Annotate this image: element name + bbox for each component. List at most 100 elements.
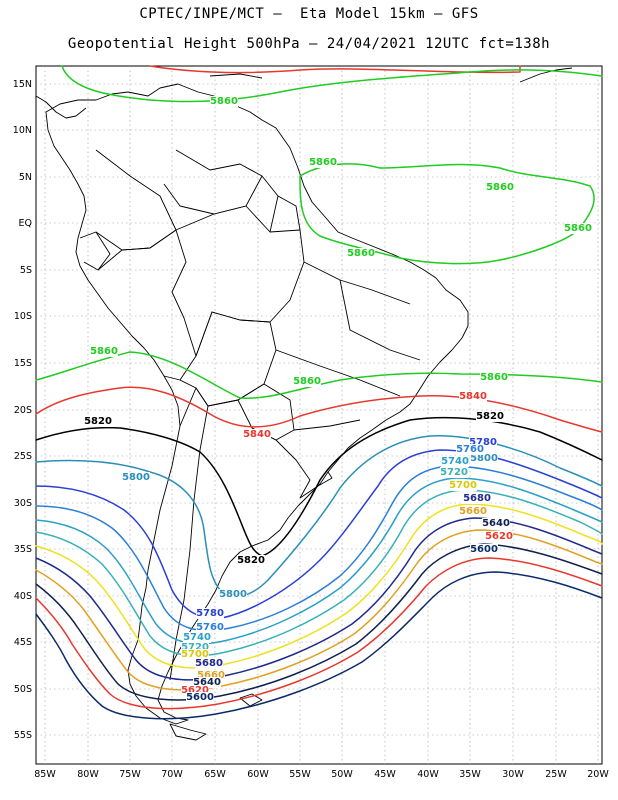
- contour-labels: 5860 5860 5860 5860 5860 5860 5860 5860 5840 5840…: [84, 96, 592, 703]
- contour-label-bg: [237, 555, 265, 566]
- contour-label: 5840: [459, 391, 487, 402]
- contour-label-bg: [440, 467, 468, 478]
- contour-label: 5780: [469, 437, 497, 448]
- contour-label: 5800: [122, 472, 150, 483]
- country-border-argentina-north: [207, 399, 311, 499]
- lon-tick-label: 40W: [417, 769, 439, 780]
- contour-5700: [35, 503, 603, 669]
- map-frame: [35, 65, 603, 765]
- central-america-coastline: [35, 95, 87, 119]
- lon-tick-label: 25W: [545, 769, 567, 780]
- lat-tick-label: 35S: [14, 544, 32, 555]
- lat-tick-label: 10N: [13, 125, 32, 136]
- contour-label: 5860: [480, 372, 508, 383]
- contour-5620: [35, 557, 603, 710]
- contour-label: 5720: [440, 467, 468, 478]
- contour-5860: [61, 65, 603, 103]
- contour-5740: [35, 477, 603, 645]
- contour-5780: [35, 449, 603, 620]
- lat-tick-label: 30S: [14, 498, 32, 509]
- contour-label: 5760: [456, 444, 484, 455]
- lon-tick-label: 75W: [119, 769, 141, 780]
- contour-label: 5860: [309, 157, 337, 168]
- contour-label-bg: [564, 223, 592, 234]
- lat-tick-label: 15N: [13, 79, 32, 90]
- tierra-del-fuego: [169, 723, 207, 741]
- country-border-ecuador: [79, 231, 111, 271]
- lon-tick-label: 50W: [331, 769, 353, 780]
- country-border-venezuela: [163, 149, 263, 215]
- contour-label-bg: [90, 346, 118, 357]
- contour-label-bg: [243, 429, 271, 440]
- contour-label-bg: [470, 544, 498, 555]
- contour-label-bg: [196, 608, 224, 619]
- contour-label-bg: [482, 518, 510, 529]
- lon-tick-label: 35W: [459, 769, 481, 780]
- lat-tick-label: EQ: [19, 218, 32, 229]
- contour-label-bg: [181, 642, 209, 653]
- country-border-guyanas: [261, 175, 301, 233]
- contour-label-bg: [470, 453, 498, 464]
- contour-label: 5600: [470, 544, 498, 555]
- contour-label: 5780: [196, 608, 224, 619]
- contour-label-bg: [183, 632, 211, 643]
- contour-label-bg: [441, 456, 469, 467]
- country-border-chile-argentina: [169, 387, 209, 681]
- contour-label: 5620: [181, 685, 209, 696]
- contour-label-bg: [486, 182, 514, 193]
- lat-tick-label: 45S: [14, 637, 32, 648]
- contour-label: 5680: [195, 658, 223, 669]
- contour-label-bg: [181, 649, 209, 660]
- lat-tick-label: 25S: [14, 451, 32, 462]
- contour-label: 5860: [293, 376, 321, 387]
- contour-label-bg: [84, 416, 112, 427]
- contour-label: 5860: [90, 346, 118, 357]
- contour-label: 5820: [237, 555, 265, 566]
- latitude-labels: 15N 10N 5N EQ 5S 10S 15S 20S 25S 30S 35S 40S 45S 50S 5…: [13, 79, 32, 741]
- contour-label-bg: [122, 472, 150, 483]
- contour-label-bg: [463, 493, 491, 504]
- contour-label-bg: [186, 692, 214, 703]
- country-border-uruguay: [299, 471, 333, 499]
- contour-label: 5680: [463, 493, 491, 504]
- contour-label: 5840: [243, 429, 271, 440]
- contour-label: 5740: [183, 632, 211, 643]
- contour-5800: [35, 435, 603, 598]
- contour-label: 5700: [449, 480, 477, 491]
- contour-label-bg: [480, 372, 508, 383]
- lat-tick-label: 15S: [14, 358, 32, 369]
- contour-label-bg: [309, 157, 337, 168]
- contour-5840: [35, 386, 603, 433]
- geopotential-contours: [35, 65, 603, 720]
- contour-label: 5720: [181, 642, 209, 653]
- contour-label: 5700: [181, 649, 209, 660]
- contour-label: 5820: [84, 416, 112, 427]
- lon-tick-label: 45W: [374, 769, 396, 780]
- contour-label: 5640: [482, 518, 510, 529]
- lat-tick-label: 55S: [14, 730, 32, 741]
- lon-tick-label: 55W: [289, 769, 311, 780]
- lon-tick-label: 60W: [247, 769, 269, 780]
- lat-tick-label: 50S: [14, 684, 32, 695]
- contour-label: 5660: [459, 506, 487, 517]
- contour-label-bg: [193, 677, 221, 688]
- lat-tick-label: 5S: [20, 265, 32, 276]
- caribbean-islands: [209, 67, 573, 83]
- contour-label-bg: [449, 480, 477, 491]
- contour-label-bg: [293, 376, 321, 387]
- contour-5820: [35, 416, 603, 557]
- lon-tick-label: 80W: [77, 769, 99, 780]
- contour-label-bg: [196, 622, 224, 633]
- contour-label: 5860: [564, 223, 592, 234]
- contour-label-bg: [469, 437, 497, 448]
- title-line-2: Geopotential Height 500hPa – 24/04/2021 …: [67, 36, 551, 52]
- contour-label-bg: [485, 531, 513, 542]
- contour-label: 5860: [486, 182, 514, 193]
- title-line-1: CPTEC/INPE/MCT – Eta Model 15km – GFS: [139, 6, 479, 22]
- graticule: [36, 66, 602, 764]
- country-border-peru: [97, 229, 197, 381]
- lon-tick-label: 30W: [502, 769, 524, 780]
- contour-label: 5800: [219, 589, 247, 600]
- falkland-islands: [239, 693, 263, 707]
